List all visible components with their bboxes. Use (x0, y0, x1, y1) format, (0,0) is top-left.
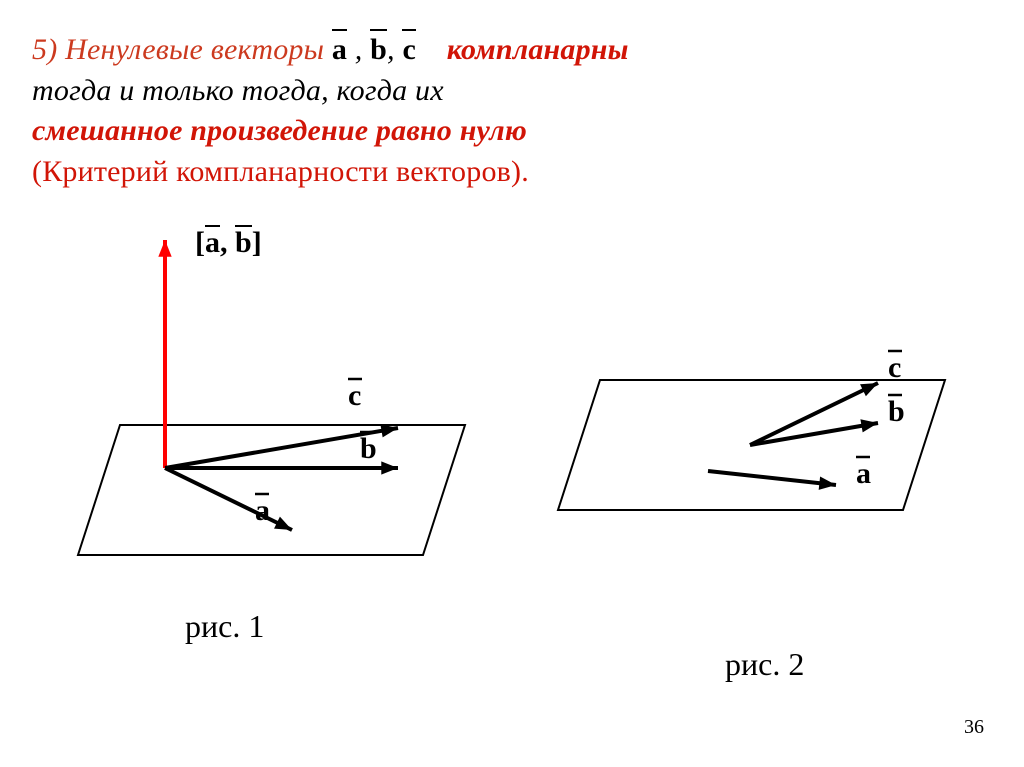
cross-product-label: [a, b] (195, 226, 262, 260)
vec-c-symbol: c (402, 30, 416, 71)
coplanar-word: компланарны (447, 33, 629, 66)
line3: смешанное произведение равно нулю (32, 114, 527, 147)
svg-text:c: c (348, 379, 361, 412)
page-number: 36 (964, 716, 984, 739)
line4: (Критерий компланарности векторов). (32, 155, 529, 188)
theorem-text: 5) Ненулевые векторы a , b , c компланар… (32, 30, 972, 192)
caption-fig-1: рис. 1 (185, 608, 264, 645)
svg-text:b: b (888, 395, 905, 428)
vec-a-symbol: a (332, 30, 347, 71)
sep: , (347, 33, 370, 66)
caption-fig-2: рис. 2 (725, 646, 804, 683)
svg-text:b: b (360, 432, 377, 465)
svg-text:a: a (255, 494, 270, 527)
sep: , (387, 33, 402, 66)
vec-b-symbol: b (370, 30, 387, 71)
page: 5) Ненулевые векторы a , b , c компланар… (0, 0, 1024, 767)
item-number: 5) Ненулевые векторы (32, 33, 332, 66)
figure-1: cb a (60, 210, 520, 590)
svg-text:c: c (888, 351, 901, 384)
line2: тогда и только тогда, когда их (32, 74, 444, 107)
figure-2: cba (540, 335, 980, 595)
svg-text:a: a (856, 457, 871, 490)
